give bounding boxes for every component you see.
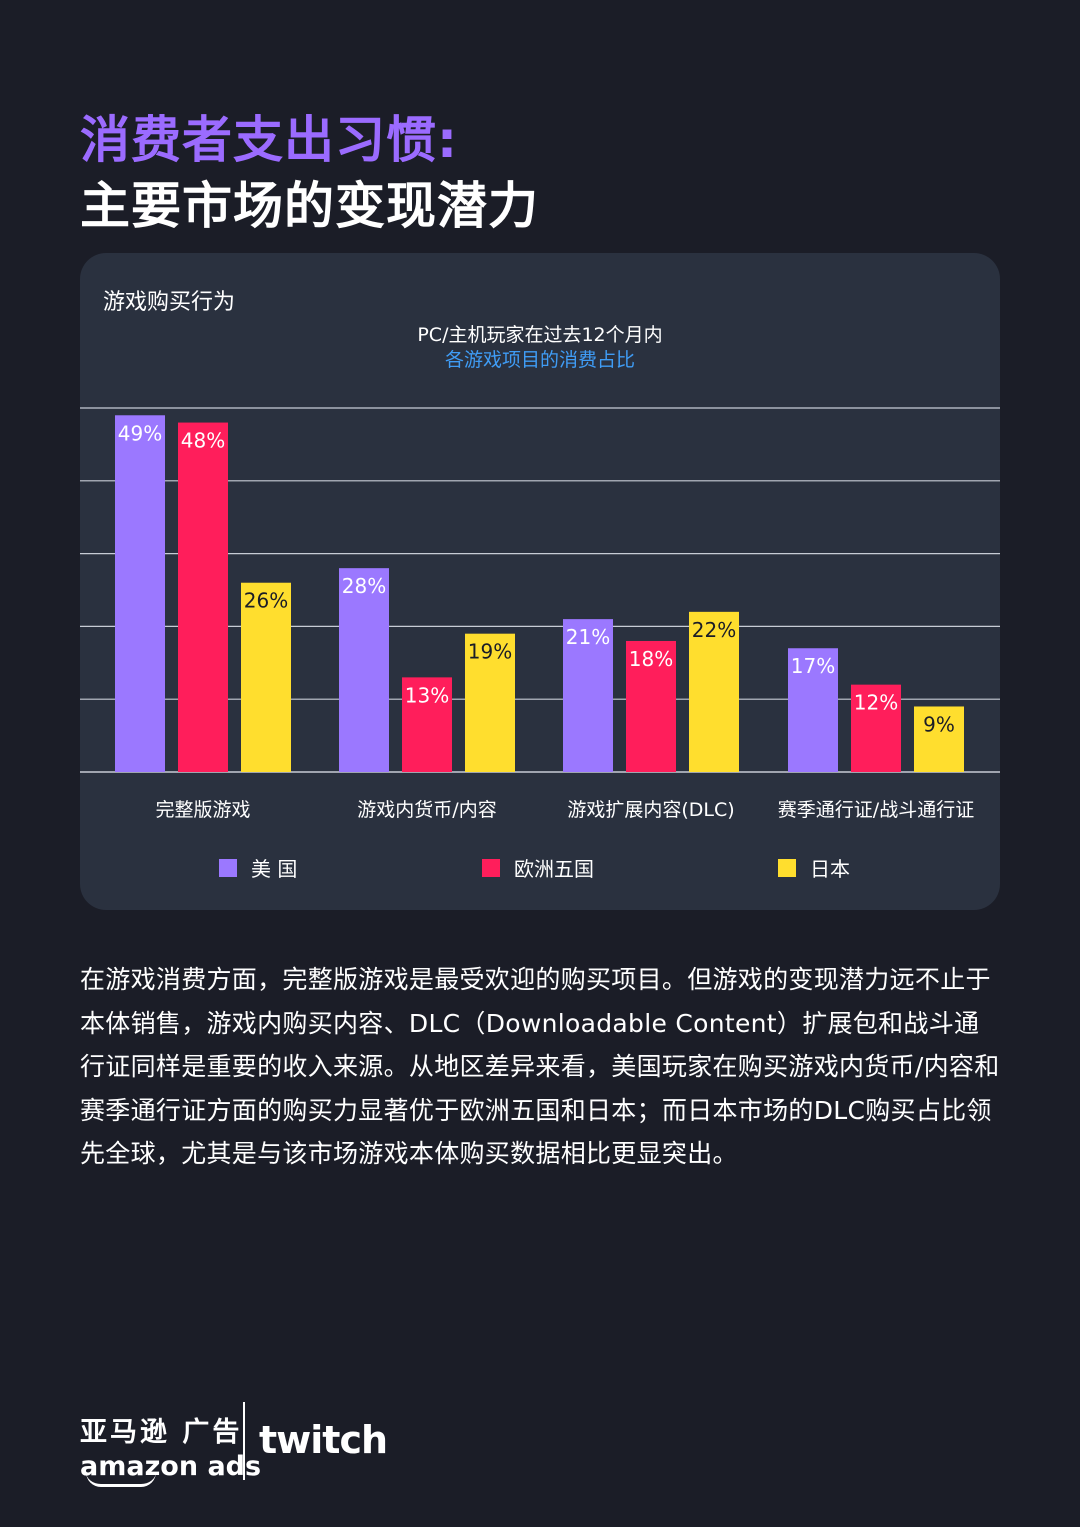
amazon-ads-cn-text: 亚马逊 广告 <box>80 1417 243 1448</box>
data-label-usa-3: 17% <box>791 654 835 678</box>
title-line2: 主要市场的变现潜力 <box>80 177 539 235</box>
bar-eu5-0 <box>178 422 228 772</box>
bar-eu5-3 <box>851 684 901 772</box>
data-label-eu5-2: 18% <box>629 647 673 671</box>
data-label-usa-2: 21% <box>566 625 610 649</box>
legend-item-japan: 日本 <box>778 853 850 882</box>
logo-divider <box>243 1402 245 1480</box>
category-label-2: 游戏扩展内容(DLC) <box>567 799 734 821</box>
bar-japan-2 <box>689 611 739 772</box>
data-label-japan-1: 19% <box>468 640 512 664</box>
chart-subtitle-line1: PC/主机玩家在过去12个月内 <box>417 324 663 346</box>
bar-usa-1 <box>339 568 389 772</box>
chart-card-label: 游戏购买行为 <box>103 290 236 315</box>
legend-item-eu5: 欧洲五国 <box>482 853 594 882</box>
data-label-usa-1: 28% <box>342 574 386 598</box>
legend-item-usa: 美 国 <box>219 853 297 882</box>
chart-subtitle-line2: 各游戏项目的消费占比 <box>444 349 635 371</box>
data-label-usa-0: 49% <box>118 421 162 445</box>
category-label-3: 赛季通行证/战斗通行证 <box>778 799 974 821</box>
bar-usa-2 <box>563 619 613 772</box>
amazon-smile-icon <box>86 1472 156 1487</box>
data-label-eu5-0: 48% <box>181 429 225 453</box>
category-label-0: 完整版游戏 <box>155 799 250 821</box>
twitch-logo: twitch <box>259 1418 388 1462</box>
legend-swatch-eu5 <box>482 858 500 877</box>
legend-label-usa: 美 国 <box>251 857 298 881</box>
amazon-ads-logo: 亚马逊 广告 amazon ads <box>80 1410 261 1487</box>
body-paragraph: 在游戏消费方面，完整版游戏是最受欢迎的购买项目。但游戏的变现潜力远不止于本体销售… <box>80 965 1000 1168</box>
data-label-japan-3: 9% <box>923 712 955 736</box>
category-label-1: 游戏内货币/内容 <box>357 799 496 821</box>
legend-swatch-usa <box>219 858 237 877</box>
data-label-japan-0: 26% <box>244 589 288 613</box>
bar-japan-1 <box>465 633 515 772</box>
legend-label-eu5: 欧洲五国 <box>514 857 594 881</box>
data-label-eu5-3: 12% <box>854 691 898 715</box>
bar-usa-0 <box>115 415 165 772</box>
legend-swatch-japan <box>778 858 796 877</box>
data-label-eu5-1: 13% <box>405 683 449 707</box>
bar-eu5-2 <box>626 640 676 772</box>
bar-usa-3 <box>788 648 838 772</box>
title-line1: 消费者支出习惯: <box>80 111 458 169</box>
bar-eu5-1 <box>402 677 452 772</box>
legend-label-japan: 日本 <box>810 857 850 881</box>
bar-japan-0 <box>241 582 291 772</box>
chart-card <box>80 253 1000 910</box>
amazon-ads-en-text: amazon ads <box>80 1451 262 1482</box>
data-label-japan-2: 22% <box>692 618 736 642</box>
bar-japan-3 <box>914 706 964 772</box>
